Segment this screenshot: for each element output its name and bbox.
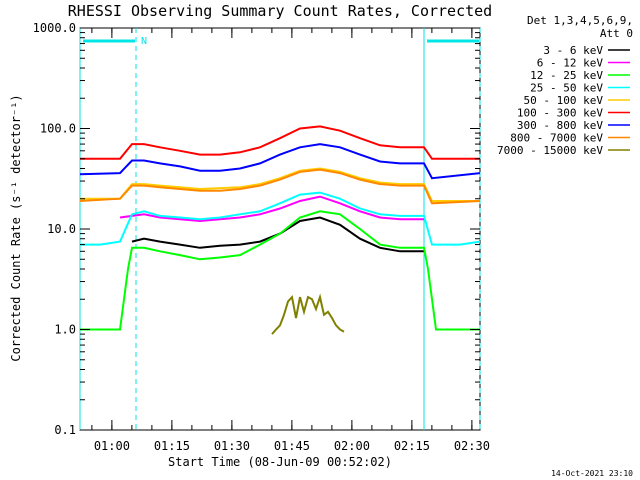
series-line-0 bbox=[131, 216, 424, 253]
series-line-7 bbox=[79, 168, 481, 205]
legend-label-3: 25 - 50 keV bbox=[530, 82, 603, 95]
y-tick-label: 10.0 bbox=[47, 222, 76, 236]
legend-label-2: 12 - 25 keV bbox=[530, 69, 603, 82]
series-line-1 bbox=[119, 195, 424, 223]
night-markers: N bbox=[79, 28, 481, 430]
x-tick-label: 01:00 bbox=[94, 439, 130, 453]
plot-frame bbox=[79, 27, 481, 431]
legend-label-8: 7000 - 15000 keV bbox=[497, 144, 603, 157]
legend-label-6: 300 - 800 keV bbox=[517, 119, 603, 132]
series-lines bbox=[79, 125, 481, 335]
x-tick-label: 02:15 bbox=[394, 439, 430, 453]
series-line-5 bbox=[80, 125, 480, 160]
legend-label-1: 6 - 12 keV bbox=[537, 57, 604, 70]
legend-header-line-2: Att 0 bbox=[600, 27, 633, 40]
legend-label-4: 50 - 100 keV bbox=[524, 94, 604, 107]
legend-header-line-1: Det 1,3,4,5,6,9, bbox=[527, 14, 633, 27]
axes: 0.1 1.0 10.0 100.0 1000.0 01:00 01:15 01:30 01:4… bbox=[33, 21, 490, 453]
series-line-2 bbox=[80, 210, 480, 331]
series-line-6 bbox=[79, 143, 481, 180]
x-tick-label: 02:00 bbox=[334, 439, 370, 453]
plot-area: N 0.1 1.0 10.0 100.0 1000.0 01:00 01:15 01:30 01… bbox=[33, 21, 490, 453]
legend-label-0: 3 - 6 keV bbox=[543, 44, 603, 57]
chart-title: RHESSI Observing Summary Count Rates, Co… bbox=[68, 2, 492, 20]
legend-label-7: 800 - 7000 keV bbox=[510, 132, 603, 145]
x-tick-label: 01:30 bbox=[214, 439, 250, 453]
y-axis-label: Corrected Count Rate (s⁻¹ detector⁻¹) bbox=[9, 94, 23, 361]
y-tick-label: 1.0 bbox=[54, 323, 76, 337]
y-tick-label: 1000.0 bbox=[33, 21, 76, 35]
x-tick-label: 01:15 bbox=[154, 439, 190, 453]
y-tick-label: 0.1 bbox=[54, 423, 76, 437]
date-stamp: 14-Oct-2021 23:10 bbox=[551, 469, 633, 478]
legend-label-5: 100 - 300 keV bbox=[517, 107, 603, 120]
x-axis-label: Start Time (08-Jun-09 00:52:02) bbox=[168, 455, 392, 469]
series-line-4 bbox=[80, 167, 480, 202]
night-label: N bbox=[141, 36, 147, 47]
y-tick-label: 100.0 bbox=[40, 122, 76, 136]
series-line-8 bbox=[271, 293, 345, 335]
x-tick-label: 01:45 bbox=[274, 439, 310, 453]
series-line-3 bbox=[80, 191, 481, 246]
x-tick-label: 02:30 bbox=[454, 439, 490, 453]
